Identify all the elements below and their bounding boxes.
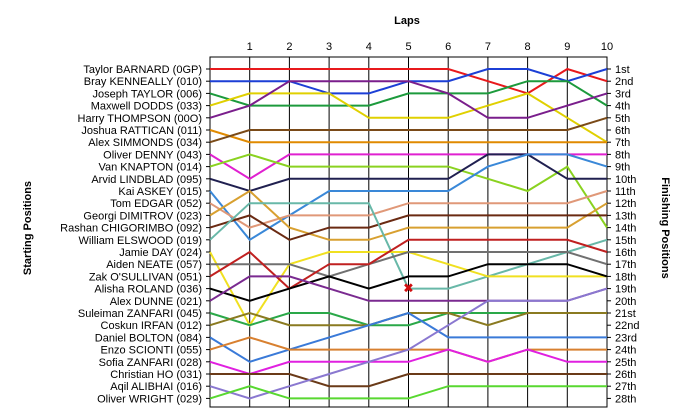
starting-position-label: Alisha ROLAND (036)	[94, 284, 202, 296]
finishing-position-label: 25th	[615, 357, 636, 369]
starting-position-label: Aiden NEATE (057)	[106, 259, 202, 271]
starting-position-label: Bray KENNEALLY (010)	[84, 76, 202, 88]
lap-tick-label: 10	[601, 41, 613, 53]
series-line-9	[209, 153, 608, 229]
series-line-11	[209, 153, 608, 242]
starting-position-label: Arvid LINDBLAD (095)	[91, 174, 202, 186]
lap-tick-label: 7	[485, 41, 491, 53]
finishing-position-label: 20th	[615, 296, 636, 308]
series-line-23	[209, 311, 607, 363]
series-line-26	[210, 373, 607, 388]
starting-position-label: Alex DUNNE (021)	[110, 296, 202, 308]
finishing-position-label: 6th	[615, 125, 630, 137]
starting-position-label: William ELSWOOD (019)	[79, 235, 202, 247]
lap-tick-label: 2	[286, 41, 292, 53]
lap-tick-label: 8	[525, 41, 531, 53]
series-line-7	[209, 116, 608, 144]
finishing-position-label: 16th	[615, 247, 636, 259]
finishing-position-label: 21st	[615, 308, 636, 320]
starting-position-label: Enzo SCIONTI (055)	[101, 345, 202, 357]
series-line-13	[209, 189, 608, 241]
series-line-10	[209, 153, 607, 193]
starting-position-label: Sofia ZANFARI (028)	[99, 357, 202, 369]
starting-position-label: Coskun IRFAN (012)	[101, 320, 202, 332]
series-line-12	[209, 190, 608, 229]
right-axis-title: Finishing Positions	[659, 177, 671, 278]
finishing-position-label: 11th	[615, 186, 636, 198]
lap-tick-label: 6	[445, 41, 451, 53]
series-line-1	[210, 67, 608, 95]
finishing-position-label: 4th	[615, 101, 630, 113]
finishing-position-label: 8th	[615, 149, 630, 161]
starting-position-label: Kai ASKEY (015)	[118, 186, 202, 198]
finishing-position-label: 26th	[615, 369, 636, 381]
starting-position-label: Jamie DAY (024)	[119, 247, 202, 259]
finishing-position-label: 19th	[615, 284, 636, 296]
starting-position-label: Zak O'SULLIVAN (051)	[89, 271, 202, 283]
finishing-position-label: 15th	[615, 235, 636, 247]
starting-position-label: Van KNAPTON (014)	[98, 162, 202, 174]
starting-position-label: Tom EDGAR (052)	[110, 198, 202, 210]
starting-position-label: Oliver WRIGHT (029)	[97, 393, 202, 405]
lap-tick-label: 3	[326, 41, 332, 53]
starting-position-label: Christian HO (031)	[110, 369, 202, 381]
finishing-position-label: 28th	[615, 393, 636, 405]
finishing-position-label: 1st	[615, 64, 630, 76]
finishing-position-label: 14th	[615, 223, 636, 235]
finishing-position-label: 12th	[615, 198, 636, 210]
series-line-17	[210, 251, 608, 278]
finishing-position-label: 23rd	[615, 332, 637, 344]
lap-tick-label: 1	[247, 41, 253, 53]
starting-position-label: Aqil ALIBHAI (016)	[110, 381, 202, 393]
series-line-19	[209, 263, 608, 302]
series-line-3	[209, 80, 608, 107]
starting-position-label: Alex SIMMONDS (034)	[88, 137, 202, 149]
starting-position-label: Suleiman ZANFARI (045)	[78, 308, 202, 320]
finishing-position-label: 10th	[615, 174, 636, 186]
starting-position-label: Georgi DIMITROV (023)	[83, 210, 202, 222]
label-layer: Taylor BARNARD (0GP)Bray KENNEALLY (010)…	[60, 64, 639, 405]
series-line-25	[209, 348, 607, 376]
starting-position-label: Joshua RATTICAN (011)	[81, 125, 202, 137]
lap-tick-label: 9	[564, 41, 570, 53]
finishing-position-label: 2nd	[615, 76, 633, 88]
finishing-position-label: 13th	[615, 210, 636, 222]
finishing-position-label: 18th	[615, 271, 636, 283]
lap-tick-label: 5	[405, 41, 411, 53]
finishing-position-label: 17th	[615, 259, 636, 271]
finishing-position-label: 5th	[615, 113, 630, 125]
series-line-15	[209, 202, 608, 290]
series-line-27	[209, 287, 608, 400]
finishing-position-label: 24th	[615, 345, 636, 357]
starting-position-label: Taylor BARNARD (0GP)	[83, 64, 202, 76]
retirement-marker: ✖	[403, 282, 414, 297]
series-line-6	[209, 129, 607, 144]
left-axis-title: Starting Positions	[22, 181, 34, 275]
series-line-28	[209, 385, 607, 400]
starting-position-label: Oliver DENNY (043)	[103, 149, 202, 161]
series-line-5	[209, 80, 608, 119]
series-line-4	[209, 92, 608, 144]
starting-position-label: Rashan CHIGORIMBO (092)	[60, 223, 202, 235]
starting-position-label: Maxwell DODDS (033)	[91, 101, 202, 113]
finishing-position-label: 27th	[615, 381, 636, 393]
starting-position-label: Harry THOMPSON (00O)	[78, 113, 202, 125]
finishing-position-label: 7th	[615, 137, 630, 149]
starting-position-label: Daniel BOLTON (084)	[95, 332, 202, 344]
series-line-14	[209, 214, 607, 241]
lap-tick-label: 4	[366, 41, 372, 53]
finishing-position-label: 9th	[615, 162, 630, 174]
finishing-position-label: 3rd	[615, 88, 631, 100]
x-axis-title: Laps	[394, 15, 420, 27]
series-layer: ✖	[209, 67, 608, 400]
finishing-position-label: 22nd	[615, 320, 639, 332]
starting-position-label: Joseph TAYLOR (006)	[93, 88, 202, 100]
